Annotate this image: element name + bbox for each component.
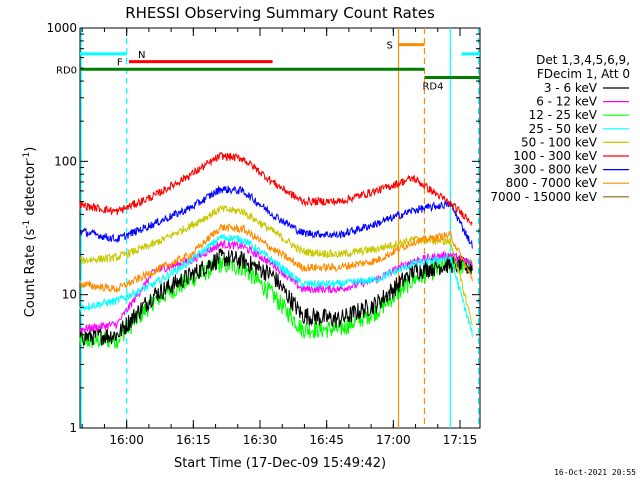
y-axis-label: Count Rate (s-1 detector-1) [22,147,38,318]
legend-header-1: Det 1,3,4,5,6,9, [536,53,630,67]
chart-title: RHESSI Observing Summary Count Rates [125,4,435,22]
legend-label-4: 50 - 100 keV [521,135,598,149]
legend-label-2: 12 - 25 keV [529,108,598,122]
legend-label-0: 3 - 6 keV [544,81,598,95]
series-12-25-kev [79,255,473,349]
x-tick-label-0: 16:00 [109,433,144,447]
legend-label-3: 25 - 50 keV [529,122,598,136]
x-tick-label-5: 17:15 [443,433,478,447]
flag-label-s: S [387,41,393,52]
series-300-800-kev [79,185,473,249]
flag-label-n: N [138,50,145,61]
legend-header-2: FDecim 1, Att 0 [537,67,630,81]
flag-label-rd0: RD0 [56,65,77,76]
x-tick-label-3: 16:45 [309,433,344,447]
x-tick-label-2: 16:30 [243,433,278,447]
legend-label-5: 100 - 300 keV [513,149,597,163]
plot-frame [79,27,481,429]
series-100-300-kev [79,152,473,227]
legend-label-1: 6 - 12 keV [536,95,598,109]
series-layer [79,152,473,349]
legend-label-6: 300 - 800 keV [513,163,597,177]
legend-label-7: 800 - 7000 keV [506,176,598,190]
legend: Det 1,3,4,5,6,9, FDecim 1, Att 0 3 - 6 k… [490,53,630,204]
legend-label-8: 7000 - 15000 keV [490,190,597,204]
y-tick-label-2: 100 [54,154,77,168]
series-25-50-kev [79,234,473,338]
flag-label-rd4: RD4 [422,82,443,93]
series-6-12-kev [79,239,473,333]
timestamp: 16-Oct-2021 20:55 [554,468,636,477]
x-tick-label-4: 17:00 [376,433,411,447]
y-tick-label-1: 10 [62,288,77,302]
flag-bars: N F S RD0 RD4 [56,41,480,93]
y-tick-label-0: 1 [69,421,77,435]
axes: 16:00 16:15 16:30 16:45 17:00 17:15 1 10 100 1000 [46,21,480,447]
x-tick-label-1: 16:15 [176,433,211,447]
series-800-7000-kev [79,223,473,293]
plot-border [79,27,481,429]
series-3-6-kev [79,248,473,346]
flag-label-f: F [117,58,123,69]
vertical-markers [80,28,480,428]
x-axis-label: Start Time (17-Dec-09 15:49:42) [174,456,386,471]
series-50-100-kev [79,204,473,326]
y-tick-label-3: 1000 [46,21,77,35]
